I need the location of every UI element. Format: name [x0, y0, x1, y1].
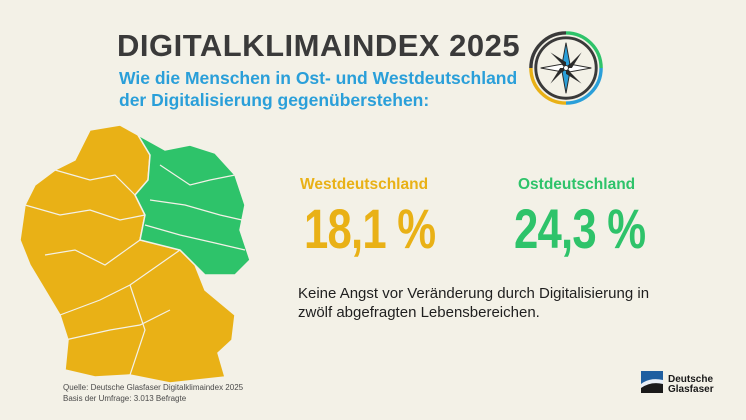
- subtitle-line-1: Wie die Menschen in Ost- und Westdeutsch…: [119, 68, 518, 88]
- description-line-2: zwölf abgefragten Lebensbereichen.: [298, 304, 540, 321]
- compass-icon: [529, 31, 603, 105]
- deutsche-glasfaser-logo-icon: [641, 371, 663, 393]
- germany-map: [20, 125, 251, 384]
- page-title: DIGITALKLIMAINDEX 2025: [117, 28, 521, 63]
- description: Keine Angst vor Veränderung durch Digita…: [298, 284, 678, 322]
- source-line-2: Basis der Umfrage: 3.013 Befragte: [63, 394, 187, 403]
- east-label: Ostdeutschland: [518, 176, 636, 193]
- west-value: 18,1 %: [304, 197, 436, 260]
- brand-logo: Deutsche Glasfaser: [641, 368, 741, 402]
- east-value: 24,3 %: [514, 197, 646, 260]
- brand-name: Deutsche Glasfaser: [668, 375, 714, 395]
- page-subtitle: Wie die Menschen in Ost- und Westdeutsch…: [119, 67, 539, 111]
- source-note: Quelle: Deutsche Glasfaser Digitalklimai…: [63, 382, 243, 404]
- brand-line-1: Deutsche: [668, 374, 714, 385]
- brand-line-2: Glasfaser: [668, 384, 714, 395]
- source-line-1: Quelle: Deutsche Glasfaser Digitalklimai…: [63, 383, 244, 392]
- east-germany-region: [134, 132, 251, 276]
- subtitle-line-2: der Digitalisierung gegenüberstehen:: [119, 90, 430, 110]
- west-label: Westdeutschland: [300, 176, 429, 193]
- description-line-1: Keine Angst vor Veränderung durch Digita…: [298, 285, 650, 302]
